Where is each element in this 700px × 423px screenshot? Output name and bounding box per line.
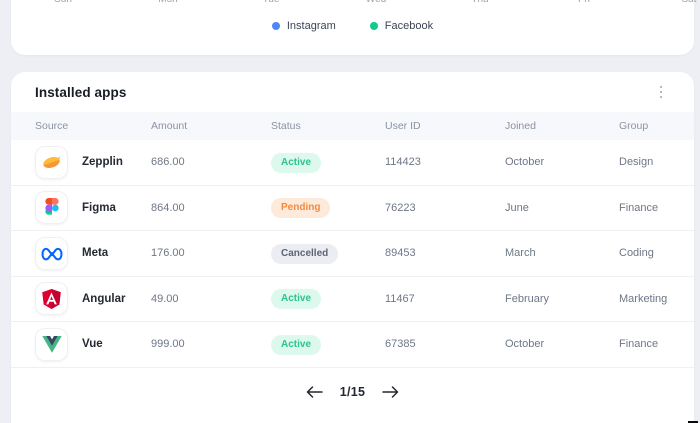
app-name: Zepplin (82, 156, 123, 169)
table-row: Meta 176.00 Cancelled 89453 March Coding (11, 231, 694, 277)
legend-dot-icon (369, 22, 378, 30)
app-name: Angular (82, 292, 126, 305)
group-cell: Finance (619, 201, 659, 214)
joined-cell: October (505, 338, 545, 351)
joined-cell: June (505, 201, 529, 214)
source-cell: Zepplin (35, 145, 151, 179)
table-row: Angular 49.00 Active 11467 February Mark… (11, 277, 694, 322)
card-title: Installed apps (35, 84, 127, 100)
table-body: Zepplin 686.00 Active 114423 October Des… (11, 140, 694, 368)
joined-cell: February (505, 292, 550, 305)
legend-label: Facebook (384, 20, 434, 32)
column-header: Group (619, 120, 649, 132)
table-row: Figma 864.00 Pending 76223 June Finance (11, 186, 694, 231)
page-indicator: 1/15 (339, 384, 366, 399)
arrow-right-icon[interactable] (381, 383, 399, 401)
app-name: Vue (82, 338, 103, 351)
group-cell: Marketing (619, 292, 668, 305)
pagination: 1/15 (11, 373, 694, 411)
legend-item: Instagram (271, 20, 336, 32)
amount-cell: 864.00 (151, 201, 185, 214)
installed-apps-card: Installed apps Source Amount Status User ID… (11, 72, 694, 423)
column-header: Joined (505, 120, 536, 132)
figma-logo-icon (35, 191, 68, 225)
legend-dot-icon (271, 22, 280, 30)
column-header: Source (35, 120, 69, 132)
source-cell: Figma (35, 191, 151, 225)
arrow-left-icon[interactable] (306, 383, 324, 401)
status-cell: Active (271, 334, 385, 355)
x-axis-label: Wed (366, 0, 386, 5)
column-header: Status (271, 120, 301, 132)
chart-card: Sun Mon Tue Wed Thu Fri Sat Instagram Facebook (11, 0, 697, 55)
status-cell: Active (271, 288, 385, 310)
source-cell: Vue (35, 327, 151, 361)
user-id-cell: 89453 (385, 247, 416, 260)
app-name: Figma (82, 201, 116, 214)
column-header: User ID (385, 120, 421, 132)
group-cell: Coding (619, 247, 654, 260)
kebab-vertical-icon[interactable] (650, 81, 672, 103)
angular-logo-icon (35, 282, 68, 316)
table-row: Vue 999.00 Active 67385 October Finance (11, 322, 694, 368)
vue-logo-icon (35, 327, 68, 361)
column-header: Amount (151, 120, 188, 132)
chart-legend: Instagram Facebook (11, 20, 694, 32)
status-badge: Active (271, 289, 322, 310)
legend-item: Facebook (369, 20, 434, 32)
status-cell: Active (271, 152, 385, 173)
chart-x-axis: Sun Mon Tue Wed Thu Fri Sat (11, 0, 696, 6)
user-id-cell: 11467 (385, 292, 415, 305)
source-cell: Angular (35, 282, 151, 316)
status-badge: Cancelled (271, 243, 339, 264)
user-id-cell: 76223 (385, 201, 416, 214)
x-axis-label: Sat (681, 0, 696, 5)
status-badge: Pending (271, 198, 331, 219)
status-badge: Active (271, 334, 322, 355)
status-cell: Cancelled (271, 243, 385, 264)
amount-cell: 999.00 (151, 338, 185, 351)
status-cell: Pending (271, 197, 385, 219)
group-cell: Finance (619, 338, 659, 351)
x-axis-label: Thu (471, 0, 488, 5)
table-row: Zepplin 686.00 Active 114423 October Des… (11, 140, 694, 186)
bottom-edge-artifact (688, 421, 698, 423)
x-axis-label: Mon (158, 0, 177, 5)
joined-cell: October (505, 156, 545, 169)
app-name: Meta (82, 247, 109, 260)
amount-cell: 49.00 (151, 292, 179, 305)
source-cell: Meta (35, 236, 151, 270)
x-axis-label: Fri (578, 0, 590, 5)
joined-cell: March (505, 247, 536, 260)
zeplin-logo-icon (35, 145, 68, 179)
user-id-cell: 114423 (385, 156, 421, 169)
user-id-cell: 67385 (385, 338, 416, 351)
table-header-row: Source Amount Status User ID Joined Group (11, 112, 694, 140)
meta-logo-icon (35, 236, 68, 270)
status-badge: Active (271, 152, 322, 173)
legend-label: Instagram (286, 20, 336, 32)
amount-cell: 686.00 (151, 156, 185, 169)
x-axis-label: Sun (54, 0, 72, 5)
group-cell: Design (619, 156, 654, 169)
amount-cell: 176.00 (151, 247, 185, 260)
x-axis-label: Tue (263, 0, 280, 5)
installed-apps-header: Installed apps (11, 72, 694, 112)
